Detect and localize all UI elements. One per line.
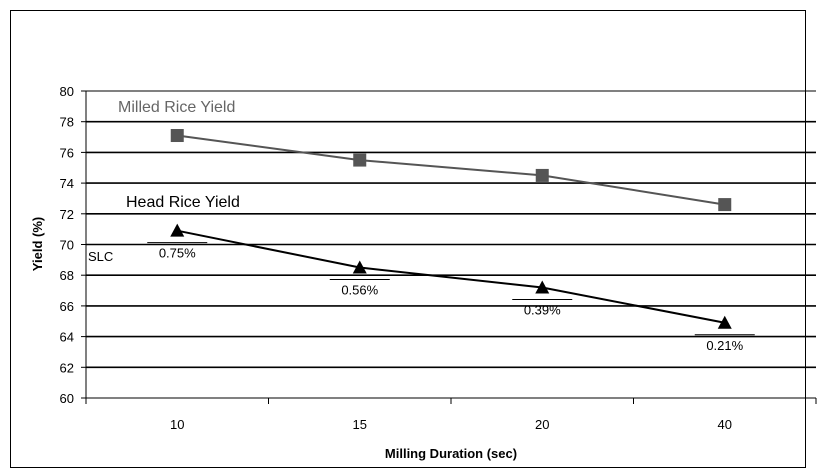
axes (81, 90, 817, 404)
head-rice-point-label: 0.56% (341, 283, 378, 298)
series-markers (170, 129, 732, 329)
head-rice-point (170, 223, 185, 237)
y-tick-label: 62 (60, 360, 74, 375)
y-tick-label: 80 (60, 84, 74, 99)
y-tick-label: 64 (60, 330, 74, 345)
y-tick-label: 72 (60, 207, 74, 222)
y-tick-labels: 60 62 64 66 68 70 72 74 76 78 80 (60, 84, 74, 406)
slc-label: SLC (88, 249, 113, 264)
head-rice-point (535, 280, 550, 294)
x-tick-label: 15 (353, 417, 367, 432)
series-lines (177, 134, 725, 324)
head-rice-line (177, 229, 725, 324)
y-tick-label: 66 (60, 299, 74, 314)
y-tick-label: 74 (60, 176, 74, 191)
x-axis-title: Milling Duration (sec) (385, 446, 517, 461)
head-rice-point (717, 315, 732, 329)
x-tick-label: 20 (535, 417, 549, 432)
milled-rice-point (718, 198, 732, 212)
annotations: SLC 0.75% 0.56% 0.39% 0.21% (88, 242, 755, 353)
y-tick-label: 60 (60, 391, 74, 406)
head-rice-point-label: 0.39% (524, 302, 561, 317)
head-rice-series-label: Head Rice Yield (126, 194, 240, 211)
head-rice-point-label: 0.21% (706, 338, 743, 353)
x-tick-label: 40 (718, 417, 732, 432)
y-tick-label: 70 (60, 238, 74, 253)
milled-rice-series-label: Milled Rice Yield (118, 99, 235, 116)
head-rice-point (352, 260, 367, 274)
gridlines (86, 90, 816, 369)
milled-rice-line (177, 134, 725, 206)
milled-rice-point (535, 168, 549, 182)
head-rice-point-label: 0.75% (159, 246, 196, 261)
x-tick-label: 10 (170, 417, 184, 432)
y-axis-title: Yield (%) (30, 217, 45, 271)
x-tick-labels: 10 15 20 40 (170, 417, 732, 432)
milled-rice-point (170, 129, 184, 143)
y-tick-label: 76 (60, 145, 74, 160)
y-tick-label: 78 (60, 115, 74, 130)
milled-rice-point (353, 153, 367, 167)
y-tick-label: 68 (60, 268, 74, 283)
chart-frame (10, 10, 806, 468)
